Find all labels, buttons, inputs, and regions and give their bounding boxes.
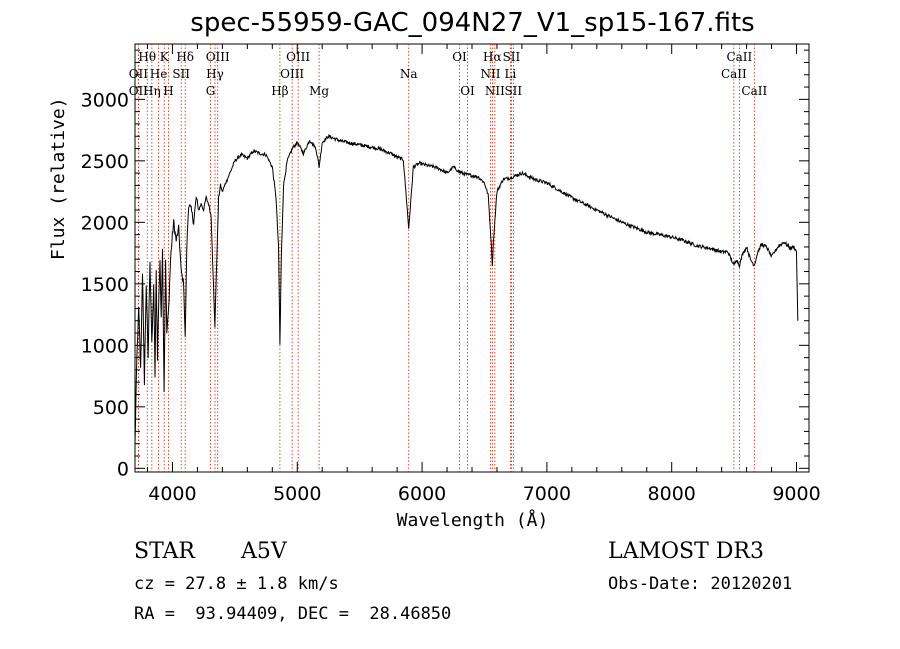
line-label: G [206, 84, 216, 98]
x-tick-label: 8000 [648, 483, 696, 505]
line-label: OIII [206, 50, 230, 64]
line-label: OI [460, 84, 475, 98]
y-tick-label: 3000 [81, 89, 129, 111]
line-markers [138, 44, 754, 472]
y-tick-label: 1500 [81, 274, 129, 296]
line-label: OI [452, 50, 467, 64]
axis-ticks [135, 44, 809, 472]
plot-frame [135, 44, 809, 472]
line-label: Hδ [176, 50, 194, 64]
line-label: CaII [721, 67, 747, 81]
line-label: SII [503, 50, 521, 64]
line-label: CaII [741, 84, 767, 98]
y-tick-label: 1000 [81, 335, 129, 357]
line-label: Hγ [206, 67, 224, 81]
object-type: STAR [134, 541, 195, 563]
spectrum-line [135, 135, 798, 443]
x-tick-label: 7000 [523, 483, 571, 505]
x-axis-label: Wavelength (Å) [0, 512, 900, 530]
x-tick-label: 9000 [772, 483, 820, 505]
line-label: Mg [309, 84, 329, 98]
x-tick-label: 6000 [398, 483, 446, 505]
spectral-subclass: A5V [241, 541, 287, 563]
line-label: Li [505, 67, 517, 81]
redshift-cz: cz = 27.8 ± 1.8 km/s [134, 576, 339, 593]
y-tick-label: 2000 [81, 212, 129, 234]
line-label: Hα [483, 50, 502, 64]
line-label: Hβ [271, 84, 288, 98]
line-label: H [163, 84, 173, 98]
y-tick-label: 2500 [81, 151, 129, 173]
y-axis-label: Flux (relative) [50, 97, 68, 260]
x-tick-label: 4000 [148, 483, 196, 505]
line-label: OIII [280, 67, 304, 81]
line-label: Na [400, 67, 418, 81]
y-tick-label: 0 [117, 458, 129, 480]
line-label: He [150, 67, 168, 81]
observation-date: Obs-Date: 20120201 [608, 576, 792, 593]
ra-dec-coordinates: RA = 93.94409, DEC = 28.46850 [134, 606, 451, 623]
line-label: SII [504, 84, 522, 98]
chart-title: spec-55959-GAC_094N27_V1_sp15-167.fits [0, 10, 900, 36]
x-tick-label: 5000 [273, 483, 321, 505]
line-label: NII [485, 84, 505, 98]
line-label: NII [480, 67, 500, 81]
line-label: K [160, 50, 170, 64]
survey-name: LAMOST DR3 [608, 541, 764, 563]
line-label: OII [129, 67, 149, 81]
line-label: Hθ [138, 50, 156, 64]
line-label: Hη [143, 84, 161, 98]
tick-labels: 4000 5000 6000 7000 8000 9000 0 500 1000 1500 2000… [81, 89, 821, 505]
line-labels: OIIOIIHθHηHeKHSIIHδGHγOIIIHβOIIIOIIIMgNa… [129, 50, 768, 98]
line-label: CaII [726, 50, 752, 64]
line-label: SII [172, 67, 190, 81]
line-label: OIII [286, 50, 310, 64]
y-tick-label: 500 [93, 397, 129, 419]
